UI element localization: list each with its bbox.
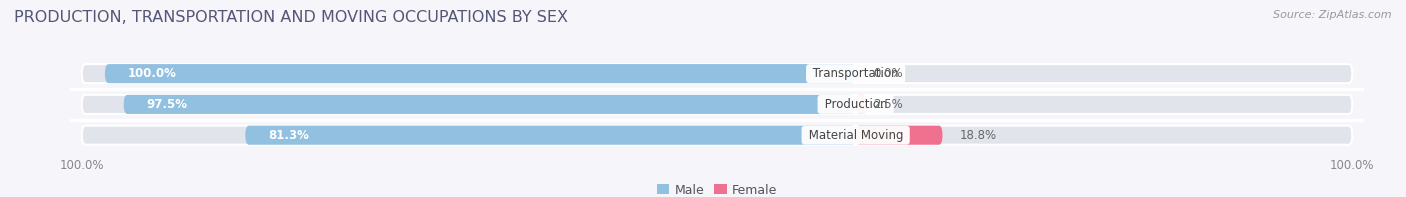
Text: 81.3%: 81.3% bbox=[269, 129, 309, 142]
FancyBboxPatch shape bbox=[82, 64, 1353, 83]
FancyBboxPatch shape bbox=[105, 64, 856, 83]
FancyBboxPatch shape bbox=[82, 95, 1353, 114]
Text: Source: ZipAtlas.com: Source: ZipAtlas.com bbox=[1274, 10, 1392, 20]
FancyBboxPatch shape bbox=[82, 126, 1353, 145]
Text: 97.5%: 97.5% bbox=[146, 98, 188, 111]
Text: 100.0%: 100.0% bbox=[128, 67, 177, 80]
FancyBboxPatch shape bbox=[124, 95, 856, 114]
FancyBboxPatch shape bbox=[856, 126, 942, 145]
Text: Material Moving: Material Moving bbox=[804, 129, 907, 142]
Text: 2.5%: 2.5% bbox=[873, 98, 903, 111]
Legend: Male, Female: Male, Female bbox=[652, 179, 782, 197]
Text: PRODUCTION, TRANSPORTATION AND MOVING OCCUPATIONS BY SEX: PRODUCTION, TRANSPORTATION AND MOVING OC… bbox=[14, 10, 568, 25]
FancyBboxPatch shape bbox=[856, 95, 868, 114]
Text: Production: Production bbox=[821, 98, 891, 111]
FancyBboxPatch shape bbox=[245, 126, 856, 145]
Text: 18.8%: 18.8% bbox=[960, 129, 997, 142]
Text: 0.0%: 0.0% bbox=[873, 67, 903, 80]
Text: Transportation: Transportation bbox=[808, 67, 903, 80]
